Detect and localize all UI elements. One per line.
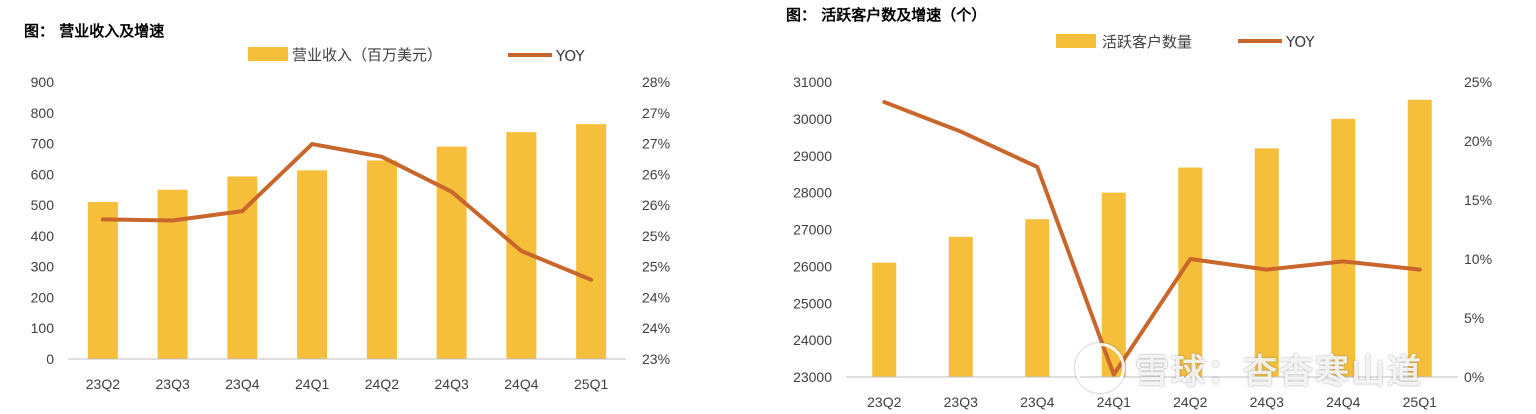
- left-tick-label: 500: [31, 197, 55, 213]
- chart-title: 图： 活跃客户数及增速（个）: [786, 6, 986, 24]
- right-tick-label: 10%: [1464, 251, 1492, 267]
- right-tick-label: 26%: [642, 166, 670, 182]
- bar: [872, 262, 897, 377]
- plot-area: 0 100 200 300 400 500 600 700 800 900 23% 24% 24% 25%…: [31, 74, 670, 392]
- right-tick-label: 24%: [642, 320, 670, 336]
- category-label: 24Q1: [295, 376, 329, 392]
- watermark: 雪球：杳杳寒山道: [1075, 338, 1515, 398]
- left-tick-label: 26000: [793, 258, 832, 274]
- right-tick-label: 25%: [1464, 74, 1492, 90]
- legend-label-bar: 活跃客户数量: [1102, 33, 1192, 51]
- active-customers-chart: 图： 活跃客户数及增速（个） 活跃客户数量 YOY 23000 24000 2500…: [786, 6, 1492, 410]
- category-label: 23Q4: [225, 376, 259, 392]
- legend-swatch-bar: [248, 47, 288, 61]
- left-tick-label: 24000: [793, 332, 832, 348]
- plot-area: 23000 24000 25000 26000 27000 28000 29000 30000…: [793, 74, 1492, 410]
- left-tick-label: 400: [31, 228, 55, 244]
- bar: [1331, 118, 1356, 377]
- category-label: 25Q1: [1403, 394, 1437, 410]
- left-tick-label: 300: [31, 259, 55, 275]
- category-label: 24Q2: [1173, 394, 1207, 410]
- left-tick-label: 28000: [793, 185, 832, 201]
- left-tick-label: 27000: [793, 222, 832, 238]
- category-label: 24Q1: [1097, 394, 1131, 410]
- bar: [227, 176, 258, 359]
- legend-label-bar: 营业收入（百万美元）: [292, 46, 442, 64]
- right-tick-label: 15%: [1464, 192, 1492, 208]
- right-tick-label: 27%: [642, 136, 670, 152]
- right-tick-label: 5%: [1464, 310, 1484, 326]
- right-tick-label: 27%: [642, 105, 670, 121]
- category-label: 23Q2: [867, 394, 901, 410]
- right-tick-label: 26%: [642, 197, 670, 213]
- category-label: 23Q3: [944, 394, 978, 410]
- yoy-line: [100, 142, 594, 282]
- snowball-logo-icon: [1075, 343, 1125, 393]
- bar: [576, 124, 607, 359]
- right-tick-label: 24%: [642, 289, 670, 305]
- left-tick-label: 800: [31, 105, 55, 121]
- bar: [1407, 99, 1432, 377]
- right-tick-label: 25%: [642, 259, 670, 275]
- bar: [1254, 148, 1279, 377]
- bar: [157, 189, 188, 359]
- left-tick-label: 30000: [793, 111, 832, 127]
- category-label: 24Q4: [504, 376, 538, 392]
- bar: [1025, 219, 1050, 377]
- right-tick-label: 23%: [642, 351, 670, 367]
- legend-swatch-bar: [1056, 34, 1096, 48]
- right-tick-label: 0%: [1464, 369, 1484, 385]
- bar: [948, 236, 973, 377]
- category-label: 23Q3: [156, 376, 190, 392]
- category-label: 24Q4: [1326, 394, 1360, 410]
- legend-label-line: YOY: [555, 47, 585, 65]
- left-tick-label: 100: [31, 320, 55, 336]
- legend: 营业收入（百万美元） YOY: [248, 46, 585, 65]
- legend-label-line: YOY: [1285, 33, 1315, 51]
- category-label: 24Q2: [365, 376, 399, 392]
- left-tick-label: 23000: [793, 369, 832, 385]
- category-label: 23Q4: [1020, 394, 1054, 410]
- right-tick-label: 25%: [642, 228, 670, 244]
- chart-title: 图： 营业收入及增速: [24, 22, 164, 40]
- left-tick-label: 25000: [793, 295, 832, 311]
- category-label: 23Q2: [86, 376, 120, 392]
- left-tick-label: 200: [31, 289, 55, 305]
- category-label: 25Q1: [574, 376, 608, 392]
- watermark-text: 雪球：杳杳寒山道: [1135, 351, 1423, 392]
- category-label: 24Q3: [1250, 394, 1284, 410]
- left-tick-label: 0: [46, 351, 54, 367]
- left-tick-label: 900: [31, 74, 55, 90]
- legend: 活跃客户数量 YOY: [1056, 33, 1315, 51]
- bar: [506, 132, 537, 359]
- left-tick-label: 29000: [793, 148, 832, 164]
- bar: [436, 146, 467, 359]
- left-tick-label: 31000: [793, 74, 832, 90]
- revenue-chart: 图： 营业收入及增速 营业收入（百万美元） YOY 0 100 200 300 400 5…: [24, 22, 670, 392]
- left-tick-label: 600: [31, 166, 55, 182]
- right-tick-label: 28%: [642, 74, 670, 90]
- yoy-line: [882, 100, 1422, 377]
- left-tick-label: 700: [31, 136, 55, 152]
- right-tick-label: 20%: [1464, 133, 1492, 149]
- bar: [87, 202, 118, 359]
- category-label: 24Q3: [435, 376, 469, 392]
- bar: [297, 170, 328, 359]
- bar: [366, 160, 397, 359]
